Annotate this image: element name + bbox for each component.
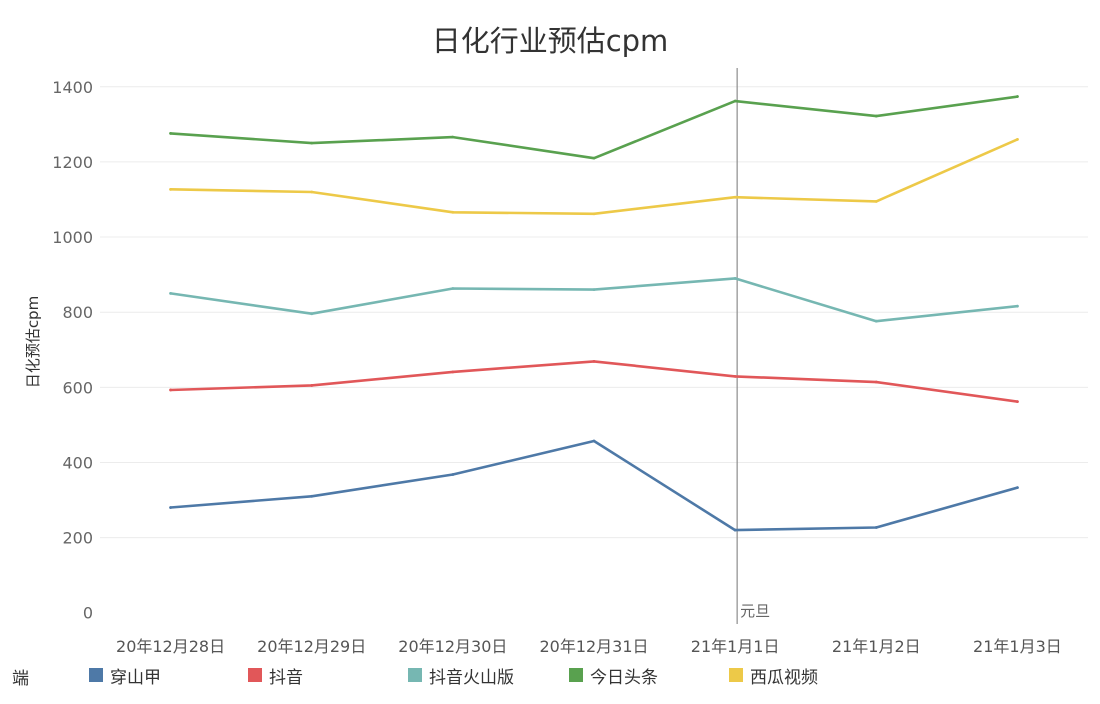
legend-swatch [89, 668, 103, 682]
y-tick-label: 1200 [52, 153, 93, 172]
data-point[interactable] [169, 187, 172, 191]
series-line-0[interactable] [169, 439, 1019, 532]
data-point[interactable] [874, 319, 878, 323]
data-point[interactable] [592, 212, 596, 216]
legend-title: 端 [12, 669, 29, 689]
reference-line-label: 元旦 [740, 602, 770, 620]
data-point[interactable] [733, 99, 737, 103]
y-tick-label: 200 [62, 529, 93, 548]
legend-label: 穿山甲 [110, 668, 161, 688]
data-point[interactable] [169, 131, 172, 135]
data-point[interactable] [169, 388, 172, 392]
x-tick-label: 20年12月29日 [257, 637, 366, 656]
y-tick-label: 800 [62, 303, 93, 322]
data-point[interactable] [451, 473, 455, 476]
legend-item[interactable]: 今日头条 [569, 668, 658, 688]
data-point[interactable] [1016, 486, 1019, 490]
data-point[interactable] [310, 190, 314, 194]
data-point[interactable] [592, 156, 596, 160]
annotations: 元旦 [736, 68, 770, 624]
legend-swatch [248, 668, 262, 682]
x-tick-label: 20年12月28日 [116, 637, 225, 656]
legend-item[interactable]: 穿山甲 [89, 668, 161, 688]
x-tick-label: 21年1月2日 [832, 637, 921, 656]
data-point[interactable] [451, 210, 455, 214]
data-point[interactable] [733, 195, 737, 199]
series-line-3[interactable] [169, 95, 1019, 160]
series-line-1[interactable] [169, 360, 1019, 403]
x-tick-label: 21年1月1日 [691, 637, 780, 656]
data-point[interactable] [874, 526, 878, 529]
y-tick-label: 400 [62, 453, 93, 472]
data-point[interactable] [874, 199, 878, 203]
y-axis-label: 日化预估cpm [24, 296, 42, 388]
y-tick-label: 1000 [52, 228, 93, 247]
legend-item[interactable]: 抖音 [248, 668, 303, 688]
legend-swatch [408, 668, 422, 682]
legend[interactable]: 端 穿山甲 抖音 抖音火山版 今日头条 西瓜视频 [12, 668, 818, 689]
legend-label: 西瓜视频 [750, 668, 818, 688]
legend-item[interactable]: 西瓜视频 [729, 668, 818, 688]
data-point[interactable] [733, 276, 737, 280]
data-point[interactable] [592, 439, 596, 443]
data-point[interactable] [1016, 304, 1019, 308]
legend-label: 抖音 [269, 668, 303, 688]
data-point[interactable] [1016, 95, 1019, 98]
series-line-4[interactable] [169, 138, 1019, 216]
legend-item[interactable]: 抖音火山版 [408, 668, 514, 688]
chart-title: 日化行业预估cpm [432, 24, 669, 58]
y-tick-label: 1400 [52, 78, 93, 97]
y-tick-label: 0 [83, 604, 93, 623]
series-line-2[interactable] [169, 277, 1019, 323]
data-point[interactable] [451, 135, 455, 139]
x-tick-label: 21年1月3日 [973, 637, 1062, 656]
axes: 0 200 400 600 800 1000 1200 1400 20年12月28日 20年12月… [52, 78, 1062, 656]
data-point[interactable] [169, 292, 172, 295]
data-point[interactable] [874, 114, 878, 118]
series-lines [169, 95, 1019, 532]
data-point[interactable] [451, 287, 455, 290]
data-point[interactable] [310, 312, 314, 316]
data-point[interactable] [1016, 400, 1019, 403]
data-point[interactable] [733, 528, 737, 532]
legend-swatch [729, 668, 743, 682]
data-point[interactable] [310, 494, 314, 498]
data-point[interactable] [310, 141, 314, 145]
data-point[interactable] [733, 375, 737, 378]
data-point[interactable] [169, 506, 172, 509]
gridlines [100, 86, 1088, 539]
data-point[interactable] [874, 380, 878, 384]
data-point[interactable] [592, 288, 596, 292]
legend-swatch [569, 668, 583, 682]
data-point[interactable] [1016, 137, 1019, 141]
legend-label: 抖音火山版 [429, 668, 514, 688]
x-tick-label: 20年12月31日 [539, 637, 648, 656]
x-tick-label: 20年12月30日 [398, 637, 507, 656]
data-point[interactable] [451, 370, 455, 374]
y-tick-label: 600 [62, 378, 93, 397]
data-point[interactable] [592, 360, 596, 363]
data-point[interactable] [310, 384, 314, 387]
legend-label: 今日头条 [590, 668, 658, 688]
